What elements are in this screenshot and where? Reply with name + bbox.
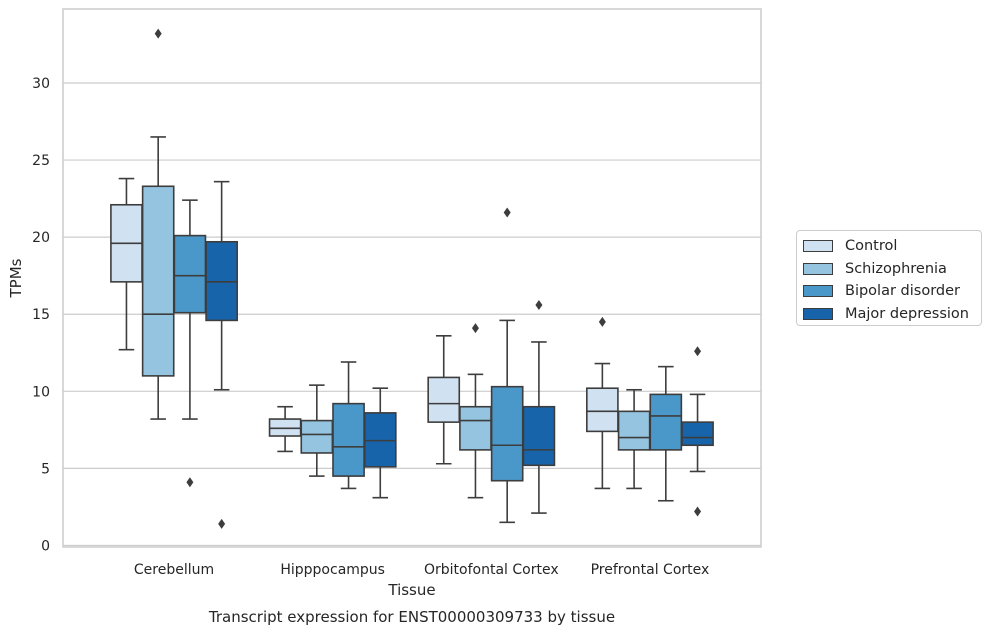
y-tick-labels: 0 5 10 15 20 25 30 [32,76,50,554]
x-axis-label: Tissue [387,581,435,599]
legend-item: Schizophrenia [803,258,975,281]
outlier-point [218,518,226,529]
box-iqr [173,234,207,314]
box-element [141,28,175,420]
legend-swatch [803,285,833,298]
y-tick-label: 10 [32,384,50,400]
outlier-point [535,299,543,310]
box-element [681,346,714,517]
x-tick-label: Cerebellum [134,562,214,578]
box-element [490,207,524,524]
box-iqr [681,421,714,447]
box-iqr [490,385,524,482]
box-iqr [649,393,683,451]
y-axis-label: TPMs [7,258,25,298]
box-element [110,177,143,351]
x-tick-label: Orbitofontal Cortex [424,562,559,578]
legend-swatch [803,240,833,253]
legend-item: Major depression [803,303,975,326]
legend-label: Control [845,238,898,255]
box-element [268,405,302,453]
outlier-point [186,477,194,488]
box-iqr [300,419,334,454]
box-element [522,299,556,514]
y-tick-label: 30 [32,76,50,92]
box-iqr [141,185,175,377]
box-iqr [459,405,492,451]
outlier-point [694,346,702,357]
legend-swatch [803,307,833,320]
box-iqr [617,410,651,451]
legend-item: Bipolar disorder [803,280,975,303]
plot-area-frame [62,8,762,548]
box-element [205,180,238,529]
box-element [617,388,651,490]
box-element [363,387,397,499]
box-element [332,361,365,490]
y-tick-label: 25 [32,153,50,169]
box-iqr [332,402,365,477]
outlier-point [694,506,702,517]
box-element [173,199,207,488]
y-tick-label: 15 [32,307,50,323]
box-element [427,335,461,465]
y-tick-label: 20 [32,230,50,246]
boxes [110,28,714,529]
legend-label: Bipolar disorder [845,283,960,300]
legend-label: Major depression [845,305,969,322]
box-iqr [586,387,619,433]
legend-item: Control [803,235,975,258]
y-tick-label: 0 [41,538,50,554]
outlier-point [598,316,606,327]
chart-title: Transcript expression for ENST0000030973… [208,608,615,626]
box-iqr [522,405,556,467]
box-element [649,365,683,502]
x-tick-label: Prefrontal Cortex [591,562,710,578]
box-element [459,323,492,499]
x-tick-labels: Cerebellum Hipppocampus Orbitofontal Corte… [134,562,709,578]
x-tick-label: Hipppocampus [280,562,385,578]
outlier-point [503,207,511,218]
box-element [300,384,334,477]
outlier-point [154,28,162,39]
outlier-point [471,323,479,334]
box-iqr [427,376,461,423]
box-element [586,316,619,490]
legend: Control Schizophrenia Bipolar disorder M… [796,230,982,326]
legend-label: Schizophrenia [845,260,947,277]
legend-swatch [803,262,833,275]
y-tick-label: 5 [41,461,50,477]
